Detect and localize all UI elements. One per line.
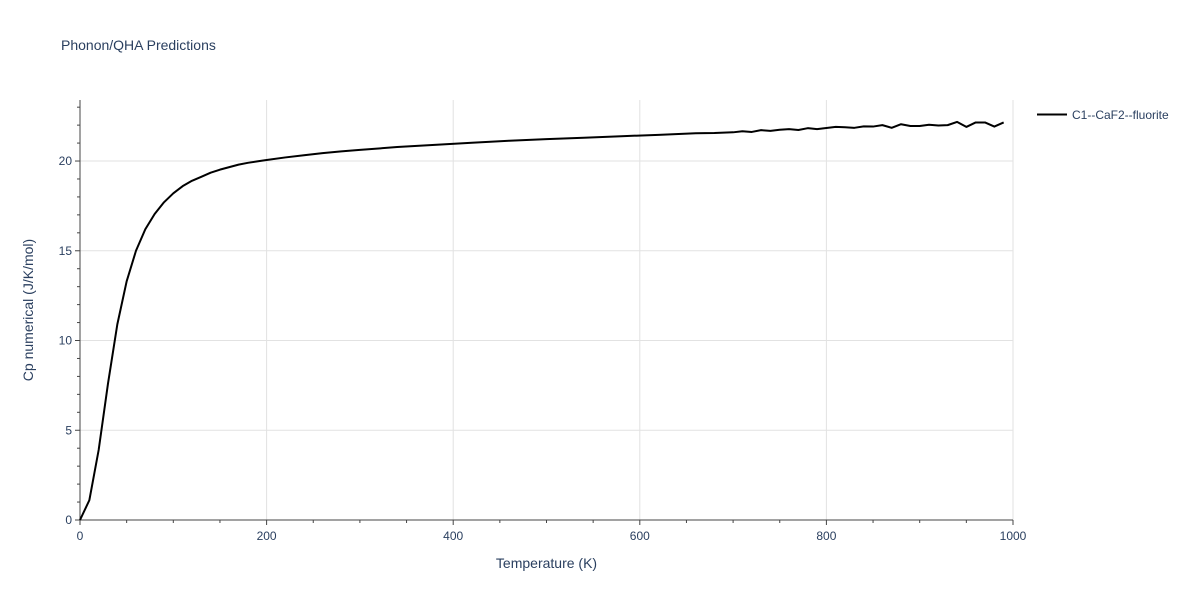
axes: 0 200 400 600 800 1000 0 5 10 15 20 [59, 100, 1027, 543]
y-axis-title: Cp numerical (J/K/mol) [20, 239, 36, 381]
grid [80, 100, 1014, 520]
x-tick-label: 1000 [1000, 529, 1027, 543]
chart-title: Phonon/QHA Predictions [61, 37, 216, 53]
x-axis-title: Temperature (K) [496, 555, 597, 571]
x-tick-label: 0 [77, 529, 84, 543]
legend[interactable]: C1--CaF2--fluorite [1037, 108, 1169, 122]
y-tick-label: 10 [59, 334, 73, 348]
x-tick-label: 400 [443, 529, 463, 543]
y-tick-label: 15 [59, 244, 73, 258]
x-tick-label: 800 [816, 529, 836, 543]
series-line [79, 120, 1005, 521]
x-tick-label: 200 [257, 529, 277, 543]
y-tick-label: 20 [59, 154, 73, 168]
legend-label: C1--CaF2--fluorite [1072, 108, 1169, 122]
y-tick-label: 0 [65, 513, 72, 527]
y-tick-label: 5 [65, 423, 72, 437]
series-layer [79, 120, 1005, 521]
x-tick-label: 600 [630, 529, 650, 543]
